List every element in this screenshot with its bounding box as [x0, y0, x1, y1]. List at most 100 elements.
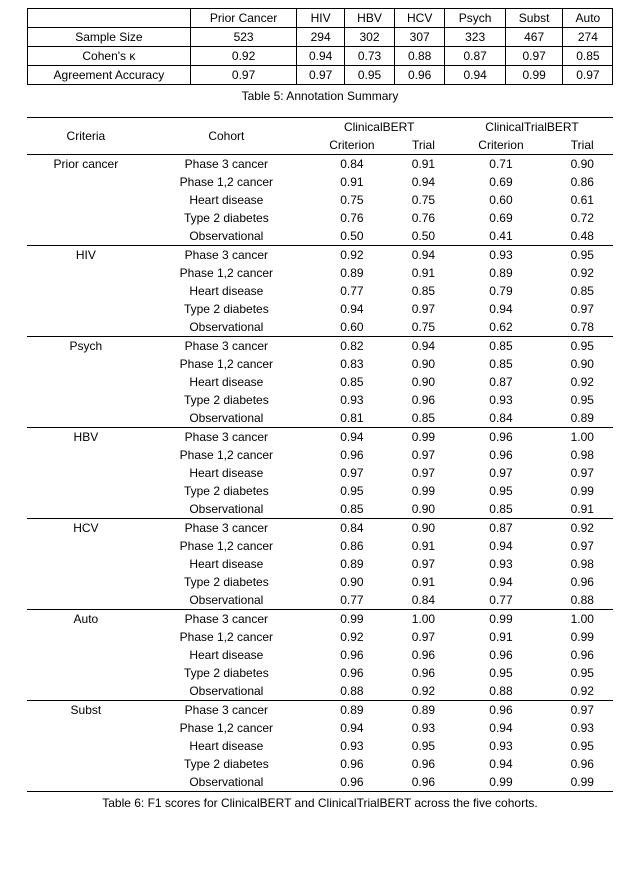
table5-col: Subst: [505, 9, 563, 28]
table6-value-cell: 0.61: [551, 191, 613, 209]
table6-value-cell: 0.97: [396, 300, 451, 318]
table6-cohort-cell: Observational: [145, 591, 308, 610]
table6-value-cell: 0.96: [451, 646, 552, 664]
table6-row: Phase 1,2 cancer0.940.930.940.93: [27, 719, 614, 737]
table6-value-cell: 0.90: [396, 355, 451, 373]
table6-value-cell: 0.92: [308, 246, 396, 265]
table6-criteria-cell: [27, 773, 145, 792]
table6-criteria-cell: [27, 409, 145, 428]
table6-criteria-cell: [27, 755, 145, 773]
table6-value-cell: 0.83: [308, 355, 396, 373]
table6-cohort-cell: Phase 3 cancer: [145, 610, 308, 629]
table6-value-cell: 0.93: [396, 719, 451, 737]
table6-value-cell: 0.98: [551, 555, 613, 573]
table6-value-cell: 0.96: [396, 755, 451, 773]
table6-model1-header: ClinicalBERT: [308, 118, 451, 137]
table6-cohort-cell: Heart disease: [145, 646, 308, 664]
table5-col: HCV: [394, 9, 445, 28]
table6-cohort-cell: Phase 3 cancer: [145, 428, 308, 447]
table6-value-cell: 0.94: [451, 300, 552, 318]
table6-row: Phase 1,2 cancer0.830.900.850.90: [27, 355, 614, 373]
table6-row: Type 2 diabetes0.950.990.950.99: [27, 482, 614, 500]
table6-row: Observational0.770.840.770.88: [27, 591, 614, 610]
table6-value-cell: 0.77: [308, 282, 396, 300]
table5-blank-header: [27, 9, 190, 28]
table6-row: AutoPhase 3 cancer0.991.000.991.00: [27, 610, 614, 629]
table6-value-cell: 0.87: [451, 373, 552, 391]
table6-row: Phase 1,2 cancer0.960.970.960.98: [27, 446, 614, 464]
table6-cohort-cell: Heart disease: [145, 191, 308, 209]
table6-value-cell: 0.75: [396, 191, 451, 209]
table6-cohort-cell: Heart disease: [145, 555, 308, 573]
table6-value-cell: 0.96: [451, 428, 552, 447]
table6-value-cell: 0.85: [396, 409, 451, 428]
table6-value-cell: 0.97: [551, 300, 613, 318]
table6-cohort-cell: Heart disease: [145, 737, 308, 755]
table6-cohort-header: Cohort: [145, 118, 308, 155]
table6-value-cell: 0.97: [396, 446, 451, 464]
table6-cohort-cell: Type 2 diabetes: [145, 573, 308, 591]
table6-value-cell: 0.91: [396, 155, 451, 174]
table6-cohort-cell: Phase 1,2 cancer: [145, 264, 308, 282]
table6-value-cell: 0.85: [396, 282, 451, 300]
table6-row: Observational0.880.920.880.92: [27, 682, 614, 701]
table6-value-cell: 0.89: [551, 409, 613, 428]
table6-cohort-cell: Heart disease: [145, 464, 308, 482]
f1-scores-table: Criteria Cohort ClinicalBERT ClinicalTri…: [27, 117, 614, 792]
table6-value-cell: 0.69: [451, 209, 552, 227]
table6-value-cell: 0.93: [308, 737, 396, 755]
table6-value-cell: 0.95: [551, 664, 613, 682]
table6-value-cell: 0.76: [308, 209, 396, 227]
table6-value-cell: 0.96: [396, 664, 451, 682]
table6-value-cell: 0.94: [308, 719, 396, 737]
table6-value-cell: 0.97: [396, 464, 451, 482]
table6-row: Phase 1,2 cancer0.860.910.940.97: [27, 537, 614, 555]
table6-value-cell: 0.88: [451, 682, 552, 701]
annotation-summary-table: Prior Cancer HIV HBV HCV Psych Subst Aut…: [27, 8, 614, 85]
table6-value-cell: 0.99: [551, 773, 613, 792]
table6-value-cell: 0.90: [396, 373, 451, 391]
table6-cohort-cell: Type 2 diabetes: [145, 482, 308, 500]
table6-cohort-cell: Heart disease: [145, 373, 308, 391]
table6-criteria-cell: [27, 482, 145, 500]
table6-value-cell: 0.95: [451, 664, 552, 682]
table5-header-row: Prior Cancer HIV HBV HCV Psych Subst Aut…: [27, 9, 613, 28]
table6-criteria-cell: HIV: [27, 246, 145, 265]
table6-value-cell: 0.91: [451, 628, 552, 646]
table6-value-cell: 0.95: [308, 482, 396, 500]
table6-row: Heart disease0.850.900.870.92: [27, 373, 614, 391]
table6-row: SubstPhase 3 cancer0.890.890.960.97: [27, 701, 614, 720]
table6-value-cell: 0.91: [308, 173, 396, 191]
table6-criteria-cell: Auto: [27, 610, 145, 629]
table6-criteria-cell: Subst: [27, 701, 145, 720]
table6-value-cell: 0.79: [451, 282, 552, 300]
table6-value-cell: 0.94: [396, 337, 451, 356]
table6-row: Observational0.850.900.850.91: [27, 500, 614, 519]
table6-criteria-cell: [27, 500, 145, 519]
table6-cohort-cell: Type 2 diabetes: [145, 755, 308, 773]
table6-row: Phase 1,2 cancer0.910.940.690.86: [27, 173, 614, 191]
table5-col: HIV: [297, 9, 345, 28]
table6-value-cell: 0.76: [396, 209, 451, 227]
table6-value-cell: 0.50: [396, 227, 451, 246]
table6-value-cell: 0.95: [551, 737, 613, 755]
table6-cohort-cell: Type 2 diabetes: [145, 664, 308, 682]
table6-row: Observational0.960.960.990.99: [27, 773, 614, 792]
table6-cohort-cell: Observational: [145, 409, 308, 428]
table5-cell: 294: [297, 28, 345, 47]
table6-value-cell: 0.90: [396, 500, 451, 519]
table6-row: Observational0.600.750.620.78: [27, 318, 614, 337]
table6-row: Prior cancerPhase 3 cancer0.840.910.710.…: [27, 155, 614, 174]
table5-col: HBV: [345, 9, 395, 28]
table5-cell: 302: [345, 28, 395, 47]
table5-cell: 0.97: [191, 66, 297, 85]
table6-value-cell: 0.99: [451, 610, 552, 629]
table6-cohort-cell: Phase 1,2 cancer: [145, 446, 308, 464]
table6-value-cell: 0.89: [308, 555, 396, 573]
table6-value-cell: 0.99: [308, 610, 396, 629]
table6-value-cell: 0.94: [451, 719, 552, 737]
table6-value-cell: 0.91: [396, 264, 451, 282]
table6-value-cell: 0.96: [396, 646, 451, 664]
table6-criteria-cell: [27, 209, 145, 227]
table6-cohort-cell: Phase 1,2 cancer: [145, 537, 308, 555]
